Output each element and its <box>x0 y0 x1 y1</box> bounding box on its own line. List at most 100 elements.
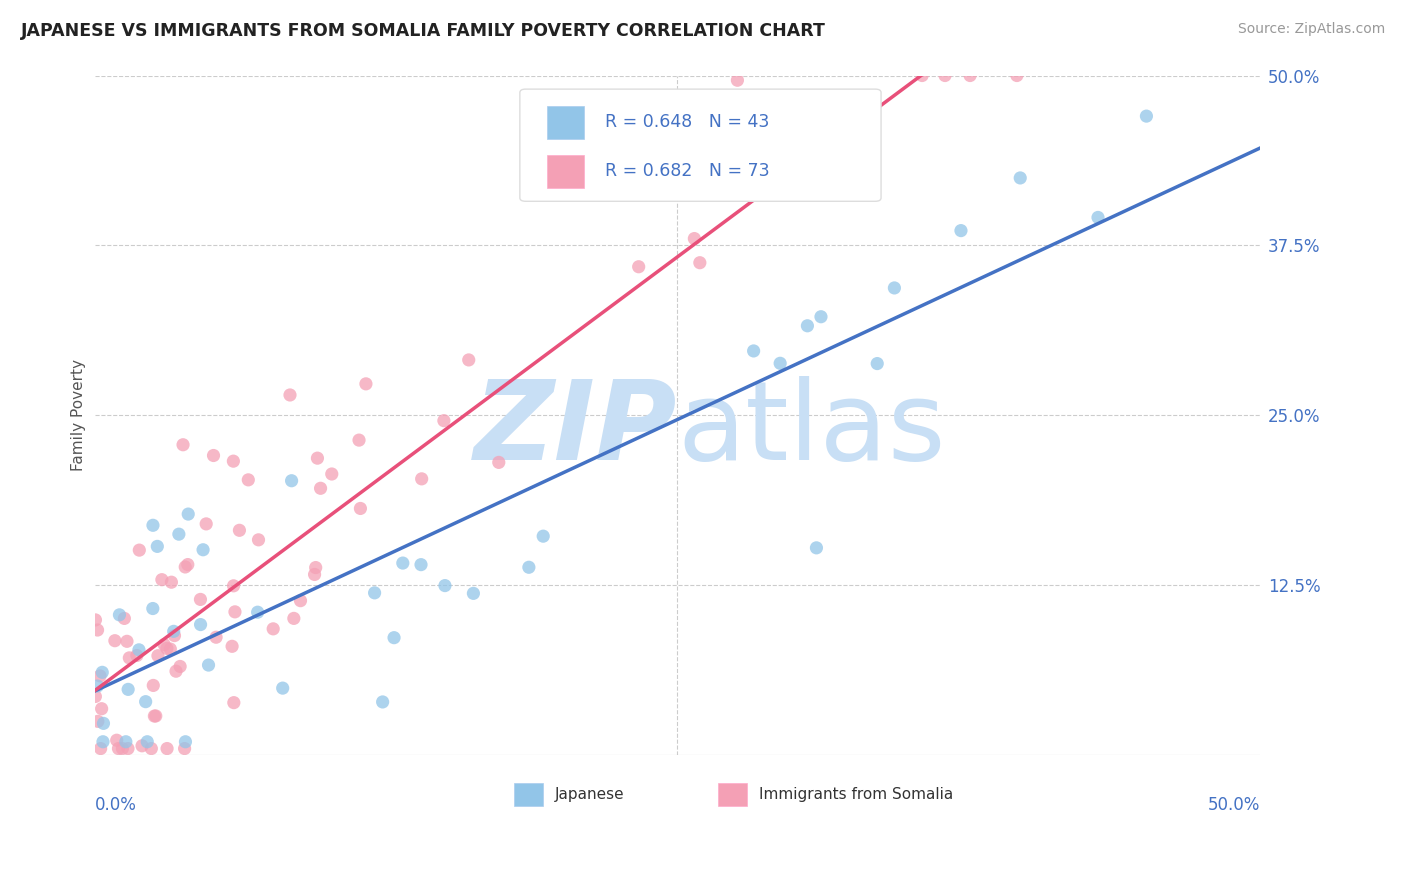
Point <box>488 455 510 469</box>
Point <box>866 357 889 371</box>
Point <box>202 449 225 463</box>
Point <box>883 281 905 295</box>
Text: ZIP: ZIP <box>474 376 678 483</box>
Point <box>742 343 765 358</box>
Point <box>174 735 197 749</box>
Point <box>191 542 214 557</box>
Point <box>91 665 114 680</box>
Point <box>91 735 114 749</box>
Point <box>457 353 479 368</box>
Point <box>125 648 148 663</box>
Point <box>349 501 371 516</box>
Point <box>146 648 169 663</box>
Point <box>160 575 183 590</box>
Point <box>105 733 128 747</box>
Point <box>90 741 112 756</box>
Point <box>769 356 792 370</box>
Point <box>84 613 107 627</box>
Point <box>117 682 139 697</box>
Point <box>142 518 165 533</box>
Point <box>283 611 305 625</box>
Point <box>141 741 163 756</box>
Point <box>278 388 301 402</box>
Point <box>627 260 650 274</box>
Text: R = 0.682   N = 73: R = 0.682 N = 73 <box>605 162 769 180</box>
Point <box>433 414 456 428</box>
FancyBboxPatch shape <box>718 782 747 806</box>
Point <box>911 69 934 83</box>
Point <box>725 73 748 87</box>
Point <box>111 741 134 756</box>
Point <box>810 310 832 324</box>
Point <box>959 69 981 83</box>
Point <box>290 593 312 607</box>
Point <box>159 642 181 657</box>
Point <box>173 741 195 756</box>
Point <box>145 709 167 723</box>
Point <box>382 631 405 645</box>
Point <box>321 467 343 481</box>
Text: atlas: atlas <box>678 376 946 483</box>
FancyBboxPatch shape <box>547 155 583 187</box>
Point <box>177 558 200 572</box>
Point <box>221 640 243 654</box>
Point <box>143 709 166 723</box>
Point <box>409 558 432 572</box>
Point <box>949 224 972 238</box>
Point <box>86 679 108 693</box>
Point <box>796 318 818 333</box>
Point <box>142 601 165 615</box>
Text: Japanese: Japanese <box>555 787 624 802</box>
Point <box>195 516 218 531</box>
Point <box>131 739 153 753</box>
Point <box>222 696 245 710</box>
Point <box>87 714 110 729</box>
Point <box>108 607 131 622</box>
Text: R = 0.648   N = 43: R = 0.648 N = 43 <box>605 113 769 131</box>
Point <box>172 438 194 452</box>
FancyBboxPatch shape <box>515 782 543 806</box>
Point <box>165 664 187 678</box>
Point <box>163 624 186 639</box>
Point <box>309 481 332 495</box>
Point <box>146 540 169 554</box>
Point <box>463 586 485 600</box>
Point <box>142 678 165 692</box>
Point <box>517 560 540 574</box>
Point <box>222 579 245 593</box>
Point <box>411 472 433 486</box>
Point <box>806 541 828 555</box>
Point <box>683 231 706 245</box>
Point <box>304 567 326 582</box>
Point <box>224 605 246 619</box>
Point <box>153 638 176 652</box>
Point <box>228 524 250 538</box>
Point <box>93 716 115 731</box>
Point <box>107 741 129 756</box>
Point <box>391 556 413 570</box>
Point <box>177 507 200 521</box>
Point <box>354 376 377 391</box>
Point <box>238 473 260 487</box>
Point <box>197 658 219 673</box>
Point <box>115 634 138 648</box>
Point <box>136 735 159 749</box>
Text: 50.0%: 50.0% <box>1208 797 1260 814</box>
Point <box>347 433 370 447</box>
Point <box>828 155 851 169</box>
Point <box>104 633 127 648</box>
Point <box>112 611 135 625</box>
Point <box>433 578 456 592</box>
Point <box>117 741 139 756</box>
Point <box>135 695 157 709</box>
Text: Immigrants from Somalia: Immigrants from Somalia <box>759 787 953 802</box>
Point <box>934 69 956 83</box>
Point <box>89 669 111 683</box>
Point <box>190 617 212 632</box>
Point <box>86 623 108 637</box>
Point <box>167 527 190 541</box>
Y-axis label: Family Poverty: Family Poverty <box>72 359 86 472</box>
Point <box>371 695 394 709</box>
Point <box>363 586 385 600</box>
Point <box>84 690 107 704</box>
